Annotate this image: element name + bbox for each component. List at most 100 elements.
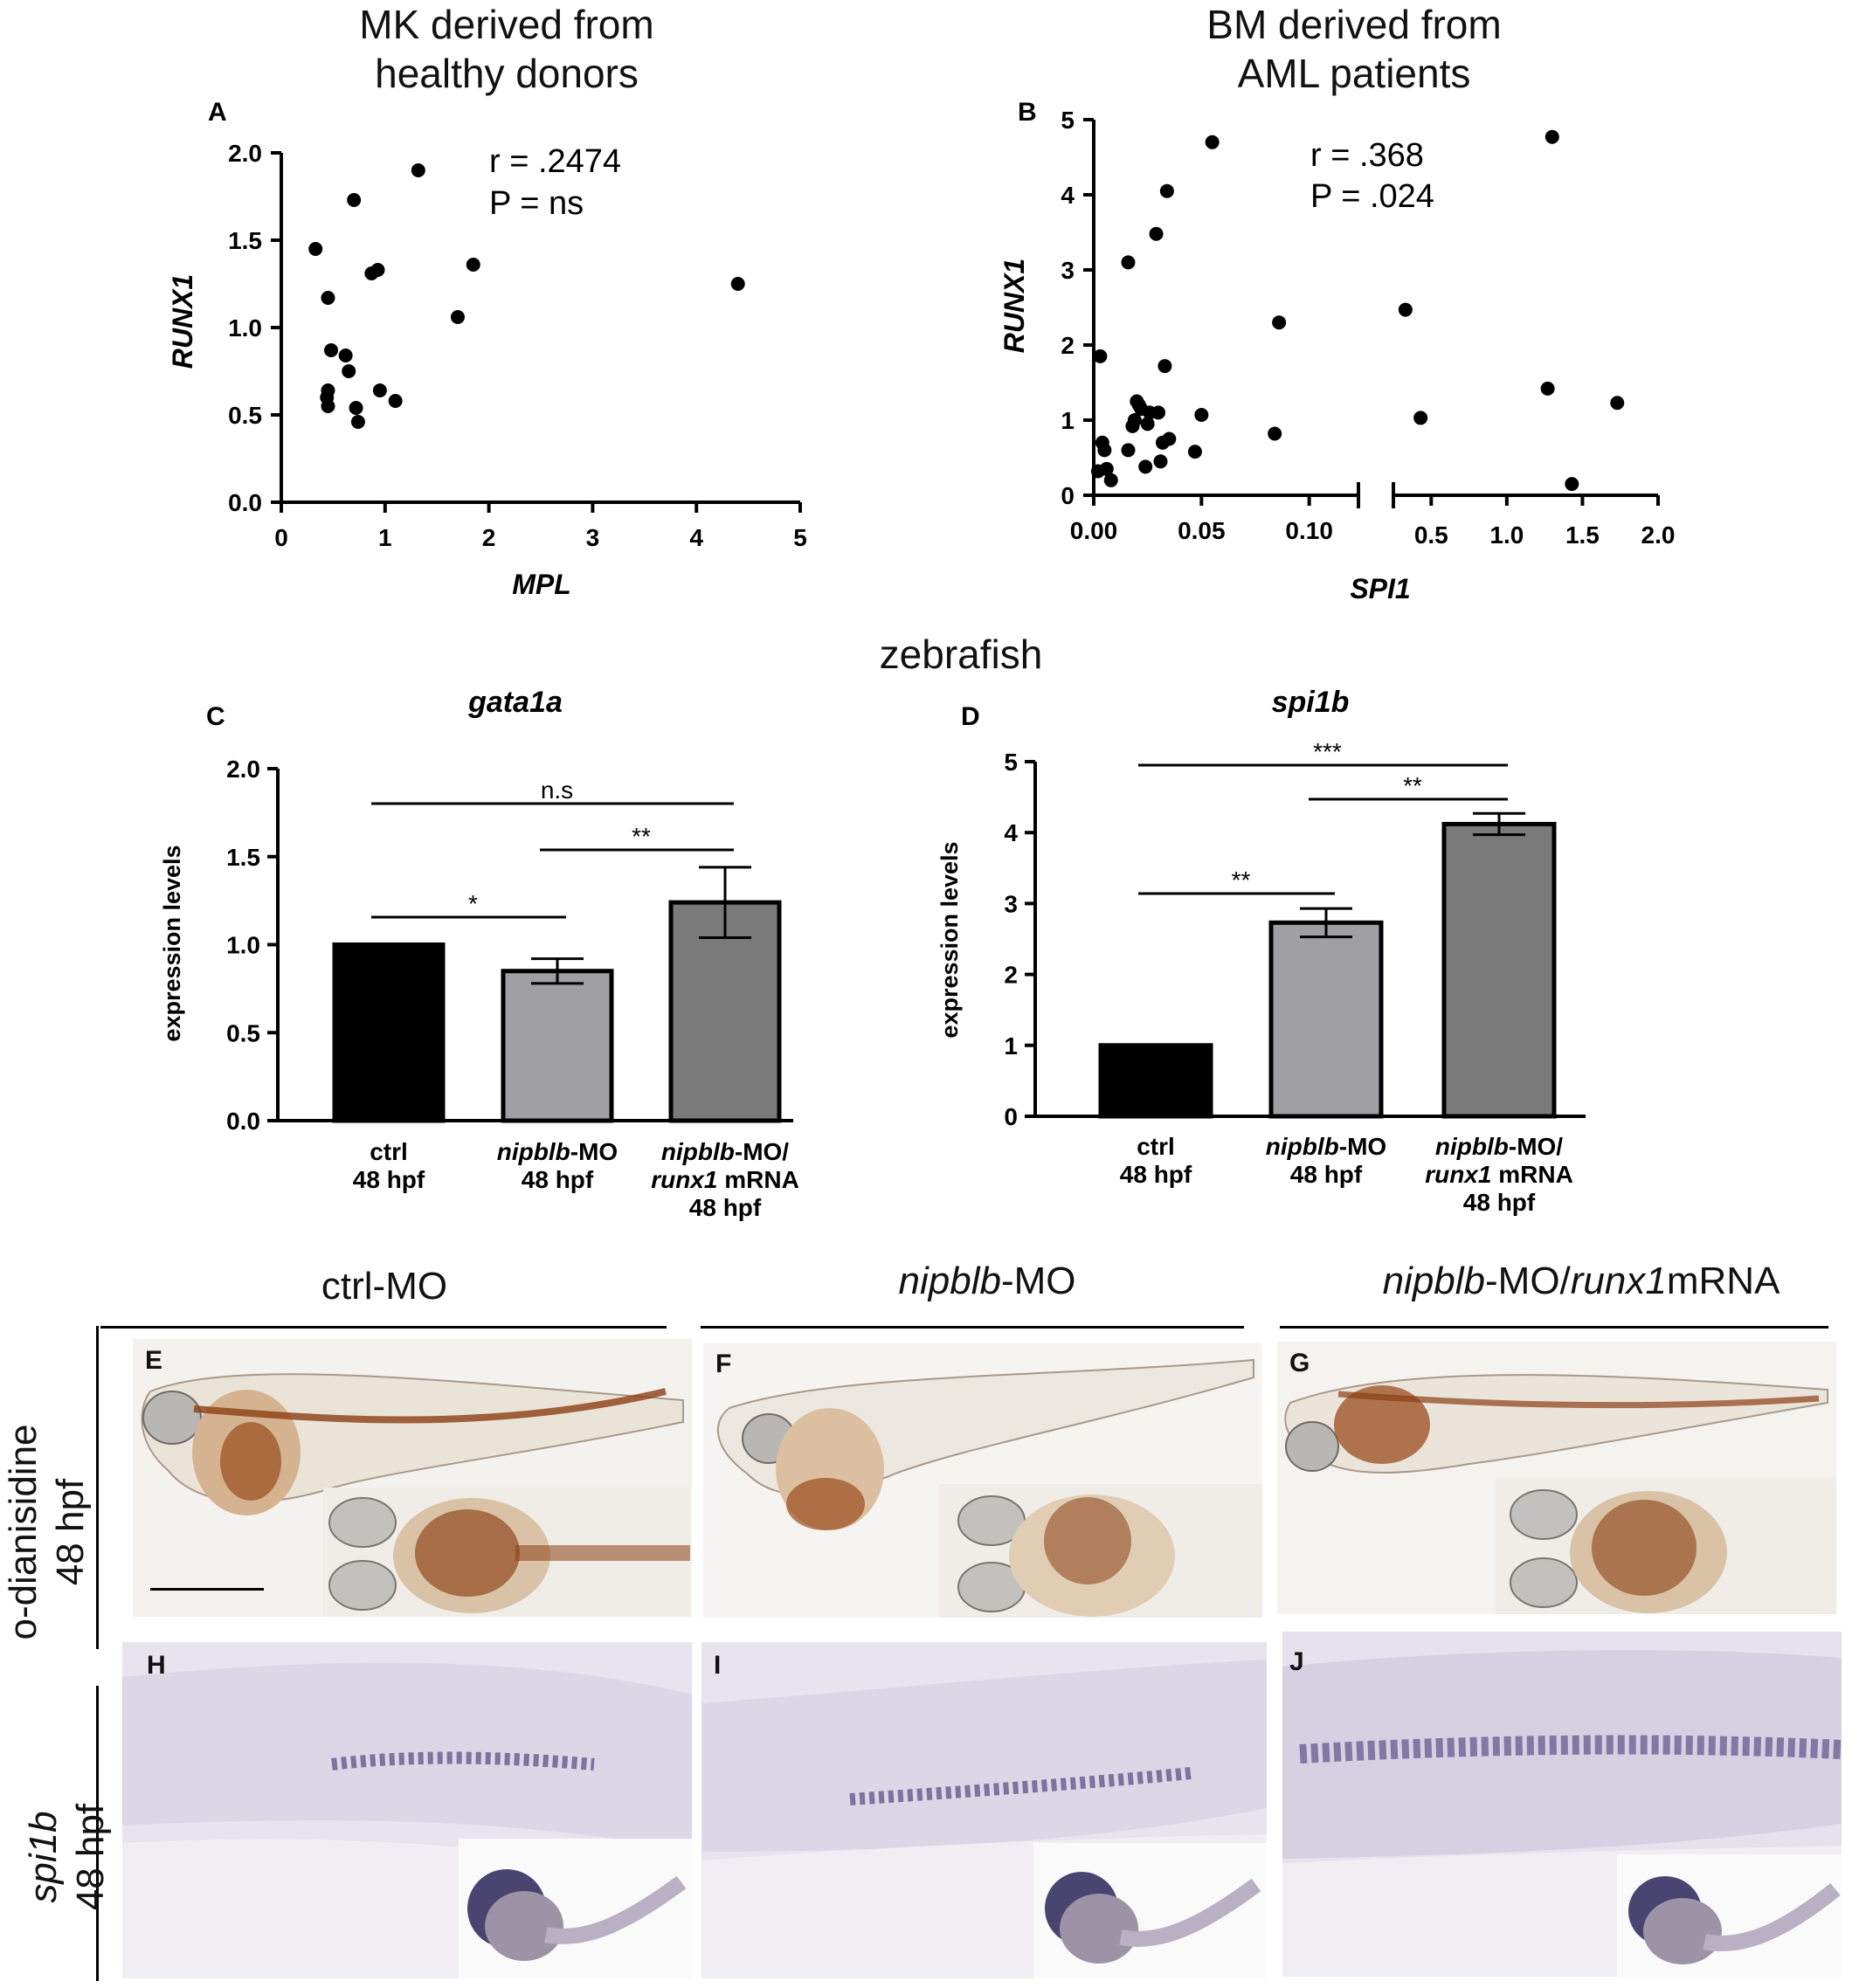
c-y-tick-label: 1.0 (226, 932, 260, 959)
b-y-tick-label: 4 (1061, 182, 1075, 209)
d-y-tick-label: 4 (1004, 819, 1018, 846)
zebrafish-title: zebrafish (879, 632, 1043, 677)
a-stat-r: r = .2474 (489, 143, 621, 180)
col3-mid: -MO/ (1485, 1260, 1571, 1302)
c-significance-label: ** (632, 823, 651, 850)
b-data-point (1540, 381, 1555, 396)
a-stat-p: P = ns (489, 185, 584, 222)
b-y-tick-label: 5 (1061, 107, 1075, 134)
inset-h-whole (459, 1839, 692, 1978)
a-x-tick-label: 5 (793, 524, 807, 551)
col3-rest: mRNA (1666, 1260, 1780, 1302)
c-significance-label: * (468, 890, 478, 917)
image-e-ctrl-o-dianisidine: E (133, 1339, 692, 1617)
b-y-tick-label: 1 (1061, 407, 1075, 434)
col2-italic: nipblb (898, 1260, 1001, 1302)
c-y-label: expression levels (159, 845, 185, 1041)
row-label-o-dianisidine: o-dianisidine 48 hpf (2, 1424, 92, 1640)
a-x-tick-label: 4 (689, 524, 703, 551)
panel-h-label: H (147, 1651, 166, 1680)
c-category-label: 48 hpf (522, 1166, 594, 1193)
b-data-point (1268, 426, 1282, 441)
b-data-point (1610, 396, 1625, 411)
a-data-point (338, 349, 353, 362)
b-data-point (1187, 445, 1202, 459)
inset-j-whole (1617, 1854, 1842, 1977)
c-bar (332, 942, 446, 1123)
d-y-tick-label: 0 (1004, 1103, 1018, 1130)
b-data-point (1158, 359, 1172, 374)
panel-d-label: D (961, 702, 980, 731)
c-category-label: 48 hpf (689, 1194, 762, 1221)
column-divider-3 (1280, 1326, 1828, 1329)
image-g-runx1-o-dianisidine: G (1277, 1342, 1836, 1614)
panel-b-title: BM derived from AML patients (1206, 2, 1502, 96)
panel-g-label: G (1289, 1349, 1310, 1377)
a-data-point (350, 415, 365, 429)
d-category-label: nipblb-MO/ (1435, 1133, 1563, 1160)
c-y-tick-label: 0.5 (226, 1019, 260, 1046)
c-category-label: nipblb-MO/ (661, 1138, 789, 1165)
c-significance-label: n.s (541, 777, 573, 804)
d-category-label: runx1 mRNA (1425, 1161, 1573, 1188)
inset-e-dorsal (323, 1488, 690, 1617)
row-label-spi1b: spi1b 48 hpf (0, 1726, 114, 1988)
d-y-tick-label: 2 (1004, 962, 1018, 989)
d-y-label: expression levels (936, 841, 963, 1038)
c-category-label: ctrl (370, 1138, 408, 1165)
c-category-label: nipblb-MO (497, 1138, 618, 1165)
d-category-label: 48 hpf (1463, 1189, 1536, 1216)
a-x-tick-label: 2 (482, 524, 496, 551)
col3-italic-1: nipblb (1382, 1260, 1486, 1302)
embryo-g-drawing (1284, 1374, 1828, 1474)
c-y-tick-label: 1.5 (226, 844, 260, 871)
a-y-tick-label: 1.5 (228, 227, 262, 254)
a-data-point (349, 401, 363, 415)
b-data-point (1153, 454, 1168, 469)
a-y-tick-label: 0.5 (228, 402, 262, 429)
b-data-point (1138, 459, 1153, 474)
a-data-point (324, 343, 339, 357)
a-data-point (308, 242, 323, 256)
panel-b-label: B (1018, 98, 1037, 127)
b-data-point (1159, 183, 1174, 198)
image-f-nipblb-o-dianisidine: F (703, 1343, 1262, 1618)
c-bar (501, 969, 614, 1123)
a-data-point (321, 291, 335, 305)
d-title: spi1b (1272, 686, 1350, 719)
a-data-point (347, 193, 362, 207)
b-data-point (1205, 135, 1220, 149)
panel-a-title: MK derived from healthy donors (359, 2, 654, 96)
b-data-point (1140, 417, 1155, 431)
a-y-tick-label: 1.0 (228, 314, 262, 342)
panel-a-label: A (208, 98, 227, 127)
b-data-point (1103, 473, 1118, 487)
row-divider-2 (96, 1686, 99, 1981)
d-y-tick-label: 3 (1004, 890, 1018, 917)
row2-rest: 48 hpf (69, 1803, 112, 1911)
b-y-tick-label: 0 (1061, 482, 1075, 509)
d-significance-label: *** (1313, 738, 1342, 765)
row2-italic: spi1b (22, 1811, 65, 1903)
a-data-point (321, 399, 335, 413)
b-data-point (1121, 255, 1136, 270)
a-x-tick-label: 1 (378, 524, 392, 551)
d-bar (1268, 920, 1384, 1119)
b-data-point (1398, 302, 1413, 317)
a-x-tick-label: 3 (586, 524, 600, 551)
d-y-tick-label: 5 (1004, 749, 1018, 776)
inset-i-whole (1033, 1843, 1267, 1978)
d-bar (1441, 821, 1557, 1119)
column-header-ctrl-mo: ctrl-MO (321, 1265, 448, 1308)
b-x-tick-label: 0.10 (1285, 517, 1333, 544)
b-data-point (1093, 349, 1108, 363)
a-data-point (411, 163, 425, 177)
column-divider-2 (701, 1326, 1244, 1329)
b-y-tick-label: 3 (1061, 257, 1075, 284)
chart-a: A 0.0 0.5 1.0 1.5 2.0 0 1 2 3 4 5 r = .2474 P = n… (167, 98, 807, 600)
d-y-tick-label: 1 (1004, 1032, 1018, 1060)
chart-b: B 0 1 2 3 4 5 0.00 0.05 0.10 0.5 1.0 1.5 2.0 r = .3… (999, 98, 1675, 604)
image-i-nipblb-spi1b: I (701, 1642, 1267, 1978)
